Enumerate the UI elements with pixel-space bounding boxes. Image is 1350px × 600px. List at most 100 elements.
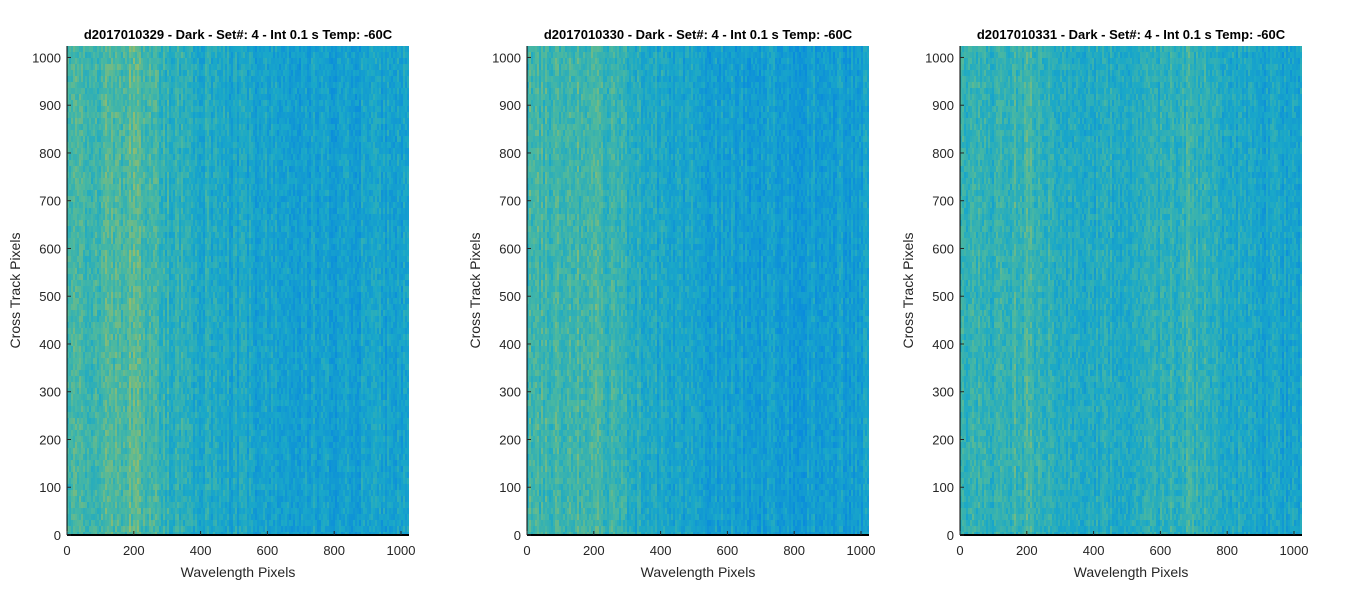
heatmap-cell [127, 256, 130, 263]
heatmap-cell [149, 52, 152, 59]
heatmap-cell [89, 280, 92, 287]
heatmap-cell [93, 220, 96, 227]
heatmap-cell [121, 82, 124, 89]
heatmap-cell [113, 340, 116, 347]
heatmap-cell [141, 514, 144, 521]
heatmap-cell [115, 124, 118, 131]
heatmap-cell [91, 190, 94, 197]
heatmap-cell [121, 280, 124, 287]
heatmap-cell [85, 82, 88, 89]
heatmap-cell [99, 454, 102, 461]
heatmap-cell [151, 208, 154, 215]
heatmap-cell [67, 178, 70, 185]
heatmap-cell [127, 76, 130, 83]
heatmap-cell [101, 526, 104, 533]
heatmap-cell [149, 268, 152, 275]
heatmap-cell [137, 304, 140, 311]
heatmap-cell [91, 322, 94, 329]
heatmap-cell [97, 274, 100, 281]
heatmap-cell [121, 316, 124, 323]
heatmap-cell [149, 142, 152, 149]
heatmap-cell [151, 58, 154, 65]
heatmap-cell [121, 286, 124, 293]
heatmap-cell [155, 52, 158, 59]
heatmap-cell [73, 340, 76, 347]
heatmap-cell [67, 400, 70, 407]
heatmap-cell [71, 508, 74, 515]
heatmap-cell [115, 370, 118, 377]
heatmap-cell [89, 388, 92, 395]
heatmap-cell [149, 442, 152, 449]
heatmap-cell [79, 124, 82, 131]
heatmap-cell [155, 454, 158, 461]
heatmap-cell [141, 400, 144, 407]
heatmap-cell [129, 256, 132, 263]
heatmap-cell [91, 166, 94, 173]
heatmap-cell [79, 382, 82, 389]
heatmap-cell [109, 388, 112, 395]
heatmap-cell [87, 64, 90, 71]
heatmap-cell [129, 328, 132, 335]
heatmap-cell [85, 388, 88, 395]
heatmap-cell [127, 448, 130, 455]
heatmap-cell [69, 124, 72, 131]
heatmap-cell [79, 220, 82, 227]
heatmap-cell [113, 358, 116, 365]
heatmap-cell [87, 520, 90, 527]
heatmap-cell [147, 514, 150, 521]
heatmap-cell [87, 220, 90, 227]
heatmap-cell [95, 154, 98, 161]
heatmap-cell [119, 454, 122, 461]
heatmap-cell [71, 286, 74, 293]
heatmap-cell [125, 298, 128, 305]
heatmap-cell [137, 514, 140, 521]
heatmap-cell [77, 220, 80, 227]
heatmap-cell [121, 202, 124, 209]
heatmap-cell [121, 52, 124, 59]
heatmap-cell [97, 424, 100, 431]
heatmap-cell [77, 442, 80, 449]
heatmap-cell [99, 46, 102, 53]
heatmap-cell [123, 358, 126, 365]
heatmap-cell [149, 466, 152, 473]
heatmap-cell [107, 352, 110, 359]
heatmap-cell [83, 100, 86, 107]
heatmap-cell [75, 298, 78, 305]
heatmap-cell [125, 472, 128, 479]
heatmap-cell [115, 184, 118, 191]
heatmap-cell [139, 328, 142, 335]
heatmap-cell [79, 346, 82, 353]
heatmap-cell [107, 214, 110, 221]
heatmap-cell [67, 76, 70, 83]
heatmap-cell [121, 508, 124, 515]
heatmap-cell [83, 184, 86, 191]
heatmap-cell [105, 460, 108, 467]
heatmap-cell [109, 364, 112, 371]
heatmap-cell [123, 82, 126, 89]
heatmap-cell [157, 172, 160, 179]
heatmap-cell [109, 298, 112, 305]
heatmap-cell [71, 178, 74, 185]
heatmap-cell [107, 508, 110, 515]
heatmap-cell [87, 70, 90, 77]
heatmap-cell [99, 478, 102, 485]
heatmap-cell [145, 286, 148, 293]
heatmap-cell [127, 328, 130, 335]
heatmap-cell [135, 406, 138, 413]
heatmap-cell [149, 136, 152, 143]
heatmap-cell [155, 460, 158, 467]
heatmap-cell [89, 286, 92, 293]
heatmap-cell [73, 310, 76, 317]
heatmap-cell [83, 388, 86, 395]
heatmap-cell [151, 88, 154, 95]
heatmap-cell [113, 520, 116, 527]
heatmap-cell [119, 424, 122, 431]
heatmap-cell [127, 370, 130, 377]
heatmap-cell [155, 526, 158, 533]
heatmap-cell [157, 76, 160, 83]
heatmap-cell [101, 346, 104, 353]
heatmap-cell [115, 520, 118, 527]
heatmap-cell [129, 244, 132, 251]
heatmap-cell [117, 262, 120, 269]
heatmap-cell [71, 76, 74, 83]
